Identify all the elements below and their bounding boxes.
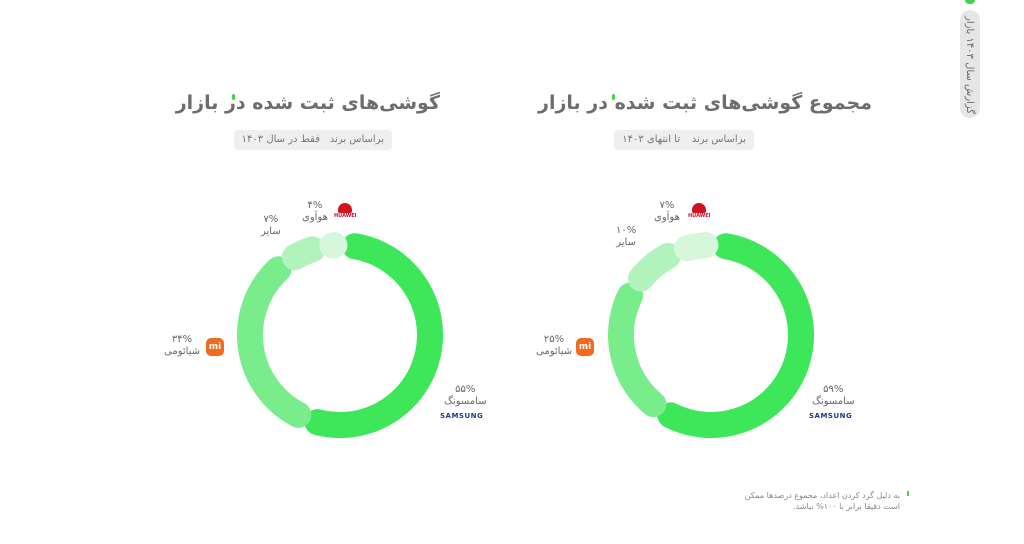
slice-value: ۵۹% <box>823 384 844 395</box>
donut-slice-xiaomi[interactable] <box>608 282 667 418</box>
slice-label-huawei: ۷% هوآوی <box>654 200 680 224</box>
slice-label-other: ۷% سایر <box>261 214 281 238</box>
chart-title: گوشی‌های ثبت شده در بازار <box>175 92 440 114</box>
donut-chart <box>237 232 443 438</box>
footnote-accent-mark <box>907 491 909 496</box>
side-tab-dot <box>965 0 975 4</box>
slice-label-samsung: ۵۹% سامسونگ <box>812 384 855 408</box>
xiaomi-logo: mi <box>576 338 594 356</box>
slice-name: هوآوی <box>302 212 328 223</box>
slice-value: ۷% <box>263 214 279 225</box>
slice-label-huawei: ۴% هوآوی <box>302 200 328 224</box>
slice-name: شیائومی <box>164 346 201 357</box>
filter-pill-period[interactable]: تا انتهای ۱۴۰۳ <box>614 130 688 150</box>
chart-panel-1403: گوشی‌های ثبت شده در بازار براساس برند فق… <box>120 0 580 470</box>
donut-slice-xiaomi[interactable] <box>237 256 312 428</box>
footnote: به دلیل گرد کردن اعداد، مجموع درصدها ممک… <box>744 491 900 511</box>
slice-name: سایر <box>616 237 636 248</box>
slice-label-other: ۱۰% سایر <box>616 225 636 249</box>
title-accent-mark <box>612 94 615 100</box>
slice-value: ۱۰% <box>616 225 637 236</box>
filter-pill-brand[interactable]: براساس برند <box>321 130 392 150</box>
samsung-logo: SAMSUNG <box>440 412 484 420</box>
donut-slice-samsung[interactable] <box>657 233 814 438</box>
huawei-logo: HUAWEI <box>334 203 357 221</box>
donut-slice-huawei[interactable] <box>674 232 719 262</box>
filter-pill-brand[interactable]: براساس برند <box>683 130 754 150</box>
title-accent-mark <box>232 94 235 100</box>
xiaomi-logo: mi <box>206 338 224 356</box>
slice-value: ۵۵% <box>455 384 476 395</box>
huawei-logo: HUAWEI <box>688 203 711 221</box>
side-tab[interactable]: گزارش سال ۱۴۰۳ بازار <box>960 10 980 118</box>
filter-pill-period[interactable]: فقط در سال ۱۴۰۳ <box>233 130 328 150</box>
slice-name: سامسونگ <box>812 396 855 407</box>
samsung-logo: SAMSUNG <box>809 412 853 420</box>
slice-name: سایر <box>261 226 281 237</box>
slice-label-samsung: ۵۵% سامسونگ <box>444 384 487 408</box>
slice-name: سامسونگ <box>444 396 487 407</box>
slice-value: ۳۴% <box>171 334 193 345</box>
chart-title: مجموع گوشی‌های ثبت شده در بازار <box>538 92 872 114</box>
slice-value: ۷% <box>659 200 675 211</box>
slice-value: ۲۵% <box>543 334 565 345</box>
slice-name: هوآوی <box>654 212 680 223</box>
slice-value: ۴% <box>307 200 323 211</box>
slice-label-xiaomi: ۳۴% شیائومی <box>164 334 200 358</box>
side-tab-label: گزارش سال ۱۴۰۳ بازار <box>964 16 975 115</box>
donut-slice-other[interactable] <box>627 242 682 292</box>
slice-label-xiaomi: ۲۵% شیائومی <box>536 334 572 358</box>
chart-panel-total: مجموع گوشی‌های ثبت شده در بازار براساس ب… <box>500 0 960 470</box>
donut-slice-samsung[interactable] <box>304 233 443 438</box>
slice-name: شیائومی <box>536 346 573 357</box>
donut-chart <box>608 232 814 438</box>
donut-slice-other[interactable] <box>281 236 326 271</box>
